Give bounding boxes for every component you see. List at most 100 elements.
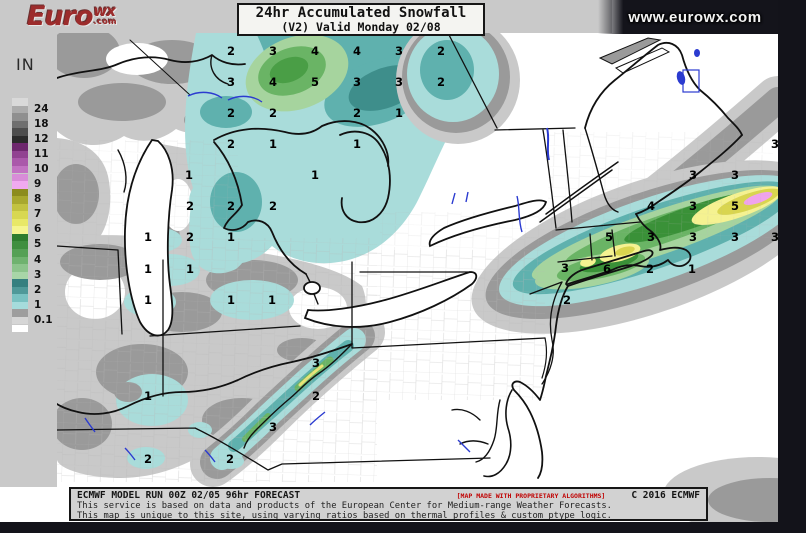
snowfall-value: 2 (186, 199, 194, 213)
snowfall-value: 1 (268, 293, 276, 307)
snowfall-value: 4 (647, 199, 655, 213)
legend-color-band (12, 256, 28, 265)
snowfall-value: 2 (226, 452, 234, 466)
legend-unit-label: IN (16, 55, 35, 74)
legend-color-band (12, 203, 28, 212)
snowfall-value: 1 (269, 137, 277, 151)
legend-threshold-label: 0.1 (34, 313, 53, 326)
legend-color-band (12, 135, 28, 144)
legend-color-band (12, 120, 28, 129)
legend-color-band (12, 181, 28, 189)
caption-line2: This service is based on data and produc… (77, 501, 612, 511)
legend-threshold-label: 2 (34, 283, 42, 296)
snowfall-value: 2 (269, 106, 277, 120)
snowfall-value: 1 (395, 106, 403, 120)
county-lines (57, 132, 773, 482)
legend-color-band (12, 211, 28, 219)
snowfall-value: 3 (771, 230, 778, 244)
legend-color-band (12, 286, 28, 295)
snowfall-value: 3 (312, 356, 320, 370)
snowfall-value: 3 (771, 137, 778, 151)
snowfall-value: 2 (227, 199, 235, 213)
legend-color-band (12, 249, 28, 257)
legend-color-band (12, 241, 28, 249)
snowfall-value: 2 (227, 137, 235, 151)
snowfall-value: 3 (269, 420, 277, 434)
map-title: 24hr Accumulated Snowfall (255, 5, 467, 21)
legend-threshold-label: 8 (34, 193, 42, 206)
snowfall-value: 3 (647, 230, 655, 244)
legend-color-band (12, 128, 28, 136)
legend-color-band (12, 309, 28, 317)
snowfall-value: 1 (144, 389, 152, 403)
map-valid-time: (V2) Valid Monday 02/08 (281, 20, 441, 34)
snowfall-value: 2 (437, 75, 445, 89)
legend-color-band (12, 143, 28, 151)
snowfall-value: 4 (311, 44, 319, 58)
legend-color-band (12, 150, 28, 159)
snowfall-value: 2 (563, 293, 571, 307)
legend-color-band (12, 113, 28, 121)
snowfall-value: 4 (269, 75, 277, 89)
legend-color-band (12, 301, 28, 310)
legend-threshold-label: 7 (34, 208, 42, 221)
legend-color-band (12, 98, 28, 106)
rivers (84, 49, 700, 463)
snowfall-value: 6 (603, 262, 611, 276)
legend-color-band (12, 233, 28, 242)
legend-color-band (12, 324, 28, 333)
legend-threshold-label: 24 (34, 102, 49, 115)
snowfall-value: 2 (312, 389, 320, 403)
snowfall-value: 1 (311, 168, 319, 182)
snowfall-value: 2 (353, 106, 361, 120)
eurowx-logo[interactable]: Euro wx .com (27, 3, 117, 30)
logo-text-com: .com (93, 17, 118, 26)
legend-threshold-label: 18 (34, 117, 49, 130)
legend-threshold-label: 10 (34, 162, 49, 175)
snowfall-value: 3 (689, 168, 697, 182)
lakes (124, 139, 548, 337)
snowfall-value: 3 (689, 199, 697, 213)
legend-threshold-label: 9 (34, 178, 42, 190)
legend-threshold-label: 6 (34, 223, 42, 236)
legend-color-band (12, 316, 28, 325)
model-caption-box: ECMWF MODEL RUN 00Z 02/05 96hr FORECAST … (69, 487, 708, 521)
snowfall-value: 1 (227, 230, 235, 244)
snowfall-value: 1 (144, 230, 152, 244)
legend-color-band (12, 226, 28, 234)
site-url[interactable]: www.eurowx.com (628, 8, 762, 26)
snowfall-value: 5 (311, 75, 319, 89)
state-borders (56, 32, 743, 479)
snowfall-value: 5 (731, 199, 739, 213)
snowfall-value: 1 (353, 137, 361, 151)
snowfall-value-labels: 2 3 4 4 3 2 3 4 5 3 3 2 2 2 2 1 2 1 1 3 1 1 3 3 2 2 2 4 3 5 1 2 1 5 3 3 3 3 1 1… (144, 44, 778, 466)
snowfall-value: 3 (689, 230, 697, 244)
site-banner: www.eurowx.com (598, 0, 778, 34)
snowfall-value: 3 (269, 44, 277, 58)
snowfall-value: 3 (353, 75, 361, 89)
snowfall-value: 1 (144, 262, 152, 276)
legend-color-band (12, 294, 28, 302)
legend-color-band (12, 173, 28, 182)
legend-threshold-label: 1 (34, 298, 42, 311)
legend-color-band (12, 158, 28, 166)
legend-color-band (12, 279, 28, 287)
legend-color-band (12, 105, 28, 114)
snowfall-value: 1 (227, 293, 235, 307)
snowfall-value: 5 (605, 230, 613, 244)
snowfall-value: 1 (185, 168, 193, 182)
snowfall-value: 1 (688, 262, 696, 276)
legend-threshold-label: 4 (34, 253, 42, 266)
snowfall-value: 1 (186, 262, 194, 276)
legend-color-band (12, 196, 28, 204)
snowfall-value: 3 (395, 44, 403, 58)
legend-color-band (12, 264, 28, 272)
legend-threshold-label: 11 (34, 147, 49, 160)
map-title-box: 24hr Accumulated Snowfall (V2) Valid Mon… (237, 3, 485, 36)
snowfall-value: 2 (646, 262, 654, 276)
logo-text-main: Euro (27, 1, 94, 32)
snowfall-value: 3 (731, 168, 739, 182)
snowfall-value: 2 (269, 199, 277, 213)
legend-color-band (12, 165, 28, 174)
